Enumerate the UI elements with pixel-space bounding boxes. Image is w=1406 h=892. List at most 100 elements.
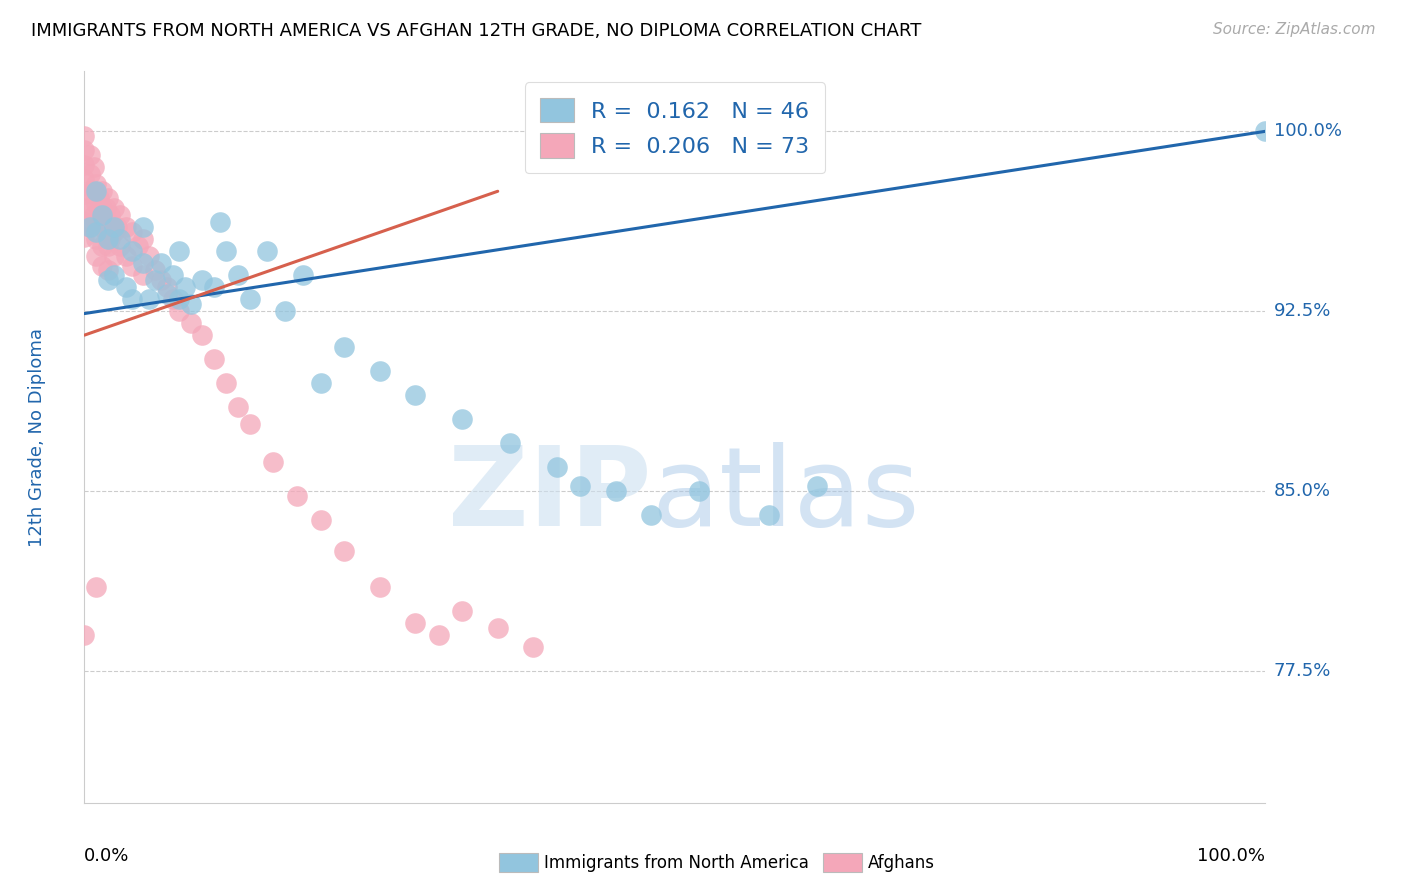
Point (156, 287, 179, 301)
Point (202, 352, 225, 367)
Point (84, 215, 107, 229)
Point (83, 208, 105, 222)
Point (97, 191, 120, 205)
Point (73, 129, 96, 144)
Point (239, 417, 262, 431)
Text: 0.0%: 0.0% (84, 847, 129, 864)
Point (1254, 124, 1277, 138)
Point (806, 479, 828, 493)
Point (167, 292, 190, 306)
Point (239, 292, 262, 306)
Text: 12th Grade, No Diploma: 12th Grade, No Diploma (28, 327, 46, 547)
Point (97, 263, 120, 277)
Point (132, 256, 155, 270)
Point (368, 364, 391, 378)
Point (291, 268, 314, 283)
Text: IMMIGRANTS FROM NORTH AMERICA VS AFGHAN 12TH GRADE, NO DIPLOMA CORRELATION CHART: IMMIGRANTS FROM NORTH AMERICA VS AFGHAN … (31, 22, 921, 40)
Point (256, 244, 278, 259)
Point (87, 213, 110, 227)
Point (121, 292, 143, 306)
Point (114, 220, 136, 235)
Text: Source: ZipAtlas.com: Source: ZipAtlas.com (1212, 22, 1375, 37)
Text: 100.0%: 100.0% (1198, 847, 1265, 864)
Point (103, 268, 125, 283)
Point (333, 340, 356, 354)
Text: 85.0%: 85.0% (1274, 482, 1330, 500)
Point (404, 388, 426, 402)
Point (79, 168, 101, 182)
Point (83, 184, 105, 198)
Point (333, 544, 356, 558)
Point (427, 628, 450, 642)
Point (191, 273, 214, 287)
Point (546, 460, 568, 475)
Text: 92.5%: 92.5% (1274, 302, 1331, 320)
Point (132, 220, 155, 235)
Point (121, 259, 143, 273)
Point (73, 172, 96, 186)
Point (285, 489, 308, 503)
Point (309, 376, 332, 391)
Point (79, 148, 101, 162)
Point (108, 232, 131, 246)
Point (97, 239, 120, 253)
Point (84, 184, 107, 198)
Point (143, 273, 166, 287)
Point (91, 239, 114, 253)
Point (569, 479, 592, 493)
Point (98, 232, 121, 246)
Point (605, 483, 627, 498)
Point (215, 244, 238, 259)
Point (162, 292, 184, 306)
Point (180, 297, 202, 311)
Point (150, 273, 173, 287)
Point (79, 220, 101, 235)
Point (226, 400, 249, 414)
Legend: R =  0.162   N = 46, R =  0.206   N = 73: R = 0.162 N = 46, R = 0.206 N = 73 (524, 82, 825, 173)
Point (121, 244, 143, 259)
Point (73, 186, 96, 201)
Point (83, 161, 105, 175)
Point (103, 249, 125, 263)
Text: Afghans: Afghans (868, 854, 935, 871)
Point (127, 239, 149, 253)
Point (688, 483, 710, 498)
Point (486, 621, 509, 635)
Point (522, 640, 544, 654)
Point (114, 280, 136, 294)
Point (180, 316, 202, 330)
Point (84, 232, 107, 246)
Point (114, 249, 136, 263)
Point (94, 201, 117, 215)
Point (73, 201, 96, 215)
Point (73, 215, 96, 229)
Point (108, 208, 131, 222)
Point (498, 436, 520, 450)
Point (91, 201, 114, 215)
Point (84, 177, 107, 191)
Point (87, 191, 110, 205)
Point (84, 580, 107, 594)
Point (91, 220, 114, 235)
Point (309, 513, 332, 527)
Point (132, 268, 155, 283)
Point (84, 225, 107, 239)
Point (191, 328, 214, 343)
Point (167, 304, 190, 318)
Point (103, 220, 125, 235)
Text: atlas: atlas (651, 442, 920, 549)
Point (202, 280, 225, 294)
Point (262, 455, 284, 469)
Point (97, 273, 120, 287)
Point (97, 215, 120, 229)
Point (226, 268, 249, 283)
Point (107, 220, 129, 235)
Point (132, 232, 155, 246)
Point (84, 196, 107, 211)
Point (167, 244, 190, 259)
Point (103, 225, 125, 239)
Point (451, 604, 474, 618)
Point (451, 412, 474, 426)
Point (91, 184, 114, 198)
Point (91, 208, 114, 222)
